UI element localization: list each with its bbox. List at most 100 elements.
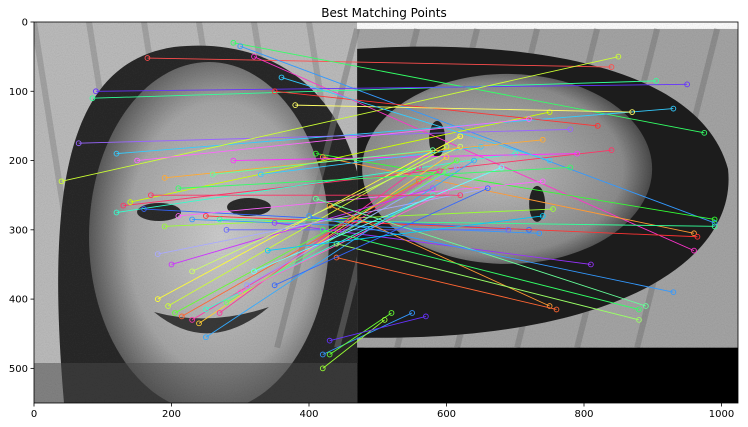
match-line (322, 229, 640, 310)
keypoint-left (319, 365, 326, 372)
keypoint-right (388, 310, 395, 316)
keypoint-left (333, 254, 340, 261)
keypoint-right (670, 289, 677, 296)
keypoint-right (539, 136, 546, 143)
match-lines (58, 39, 718, 372)
keypoint-left (292, 102, 299, 108)
keypoint-right (546, 109, 553, 115)
keypoint-left (189, 268, 195, 275)
match-line (274, 222, 591, 265)
keypoint-right (471, 157, 477, 164)
match-line (322, 319, 385, 369)
keypoint-right (505, 226, 512, 233)
keypoint-right (429, 147, 436, 154)
match-line (219, 167, 420, 314)
keypoint-right (443, 154, 450, 160)
keypoint-left (154, 296, 161, 302)
keypoint-left (141, 206, 147, 212)
keypoint-left (154, 251, 161, 257)
match-line (336, 243, 640, 321)
keypoint-right (553, 306, 560, 313)
keypoint-right (429, 185, 436, 192)
keypoint-left (189, 317, 195, 323)
keypoint-left (216, 216, 223, 223)
keypoint-left (75, 140, 82, 147)
keypoint-left (216, 310, 223, 316)
keypoint-left (264, 247, 271, 254)
keypoint-left (203, 334, 209, 341)
keypoint-right (567, 126, 574, 133)
keypoint-left (271, 220, 278, 226)
match-line (116, 108, 674, 155)
keypoint-right (453, 164, 460, 171)
keypoint-left (175, 213, 182, 219)
keypoint-right (711, 223, 718, 230)
match-line (308, 215, 674, 293)
match-line (322, 156, 695, 234)
y-tick-label: 200 (9, 156, 28, 167)
keypoint-left (251, 268, 257, 275)
keypoint-left (230, 39, 237, 46)
match-line (116, 153, 516, 213)
match-line (157, 187, 488, 255)
keypoint-left (223, 299, 230, 306)
match-line (191, 146, 461, 272)
keypoint-left (113, 150, 120, 157)
keypoint-right (594, 123, 601, 129)
keypoint-right (526, 116, 532, 122)
keypoint-right (512, 150, 519, 157)
match-line (329, 315, 426, 342)
keypoint-left (326, 351, 333, 358)
stitched-image (34, 22, 738, 403)
keypoint-left (326, 337, 333, 344)
keypoint-left (161, 175, 168, 181)
keypoint-right (453, 157, 460, 164)
match-line (267, 215, 543, 252)
match-line (157, 135, 461, 300)
match-line (205, 160, 475, 338)
keypoint-left (203, 213, 209, 219)
keypoint-left (251, 53, 257, 60)
keypoint-left (203, 306, 209, 313)
keypoint-right (608, 64, 615, 70)
match-line (178, 180, 543, 217)
match-line (61, 56, 619, 182)
keypoint-right (636, 306, 642, 313)
keypoint-right (615, 53, 622, 60)
match-line (92, 80, 657, 99)
match-line (171, 187, 433, 265)
match-line (167, 146, 447, 307)
right-image-top-margin (357, 22, 738, 29)
keypoint-right (694, 233, 701, 240)
y-axis: 0 100 200 300 400 500 (9, 18, 34, 375)
y-tick-label: 500 (9, 364, 28, 375)
keypoint-right (546, 303, 553, 309)
match-line (164, 208, 554, 227)
keypoint-right (498, 164, 505, 171)
keypoint-left (165, 303, 171, 309)
keypoint-right (684, 81, 690, 88)
keypoint-right (457, 192, 464, 199)
keypoint-right (457, 133, 464, 140)
keypoint-left (258, 171, 264, 178)
left-eye (137, 203, 181, 221)
right-face-eye-2 (529, 185, 546, 222)
x-tick-label: 1000 (709, 409, 734, 420)
keypoint-left (144, 55, 151, 61)
keypoint-right (608, 147, 615, 154)
match-line (192, 218, 540, 234)
match-line (212, 149, 433, 175)
y-tick-label: 0 (22, 18, 28, 29)
keypoint-right (711, 220, 718, 226)
keypoint-left (168, 261, 175, 268)
match-line (205, 215, 698, 238)
keypoint-right (567, 164, 574, 171)
left-face (89, 62, 329, 403)
keypoint-left (237, 43, 244, 50)
match-line (174, 160, 458, 314)
keypoint-left (237, 289, 244, 296)
keypoint-right (588, 261, 594, 268)
keypoint-left (58, 178, 65, 185)
right-face (362, 73, 653, 264)
